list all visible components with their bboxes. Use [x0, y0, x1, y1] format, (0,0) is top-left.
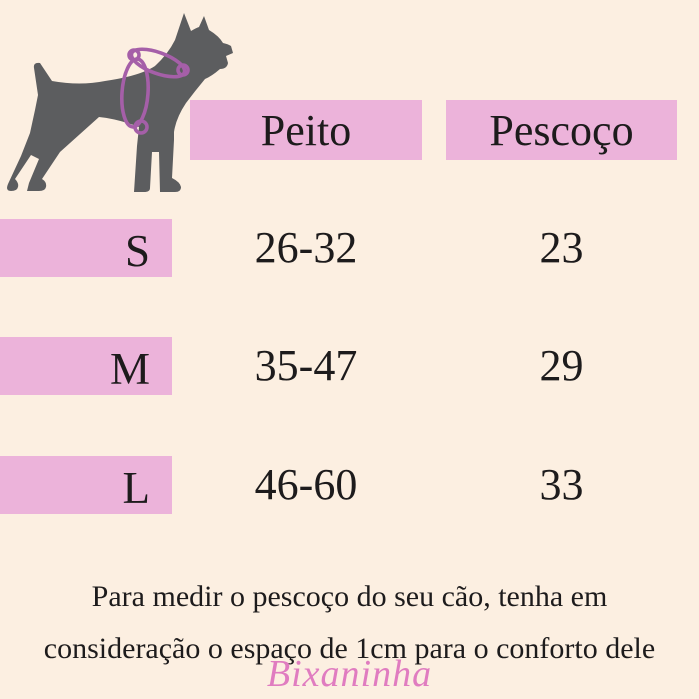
dog-body-shape: [7, 13, 233, 192]
size-label: M: [109, 343, 150, 394]
size-row-bar-s: S: [0, 219, 172, 277]
chest-value-s: 26-32: [190, 219, 422, 277]
measuring-note-line2: consideração o espaço de 1cm para o conf…: [43, 632, 656, 665]
value-text: 23: [539, 223, 584, 272]
size-row-bar-l: L: [0, 456, 172, 514]
harness-outline-icon: [120, 47, 190, 135]
column-header-peito-label: Peito: [260, 106, 352, 155]
chest-value-l: 46-60: [190, 456, 422, 514]
neck-value-s: 23: [446, 219, 677, 277]
column-header-pescoco: Pescoço: [446, 100, 677, 160]
measuring-note-line1: Para medir o pescoço do seu cão, tenha e…: [91, 580, 608, 613]
size-label: L: [122, 462, 151, 513]
value-text: 46-60: [254, 460, 358, 509]
brand-signature: Bixaninha: [266, 653, 433, 695]
neck-value-l: 33: [446, 456, 677, 514]
value-text: 29: [539, 341, 584, 390]
value-text: 35-47: [254, 341, 358, 390]
column-header-pescoco-label: Pescoço: [489, 106, 634, 155]
size-label: S: [124, 225, 150, 276]
measuring-note: Para medir o pescoço do seu cão, tenha e…: [0, 571, 699, 675]
dog-silhouette-icon: [7, 13, 233, 192]
value-text: 26-32: [254, 223, 358, 272]
neck-value-m: 29: [446, 337, 677, 395]
size-row-bar-m: M: [0, 337, 172, 395]
chest-value-m: 35-47: [190, 337, 422, 395]
column-header-peito: Peito: [190, 100, 422, 160]
value-text: 33: [539, 460, 584, 509]
